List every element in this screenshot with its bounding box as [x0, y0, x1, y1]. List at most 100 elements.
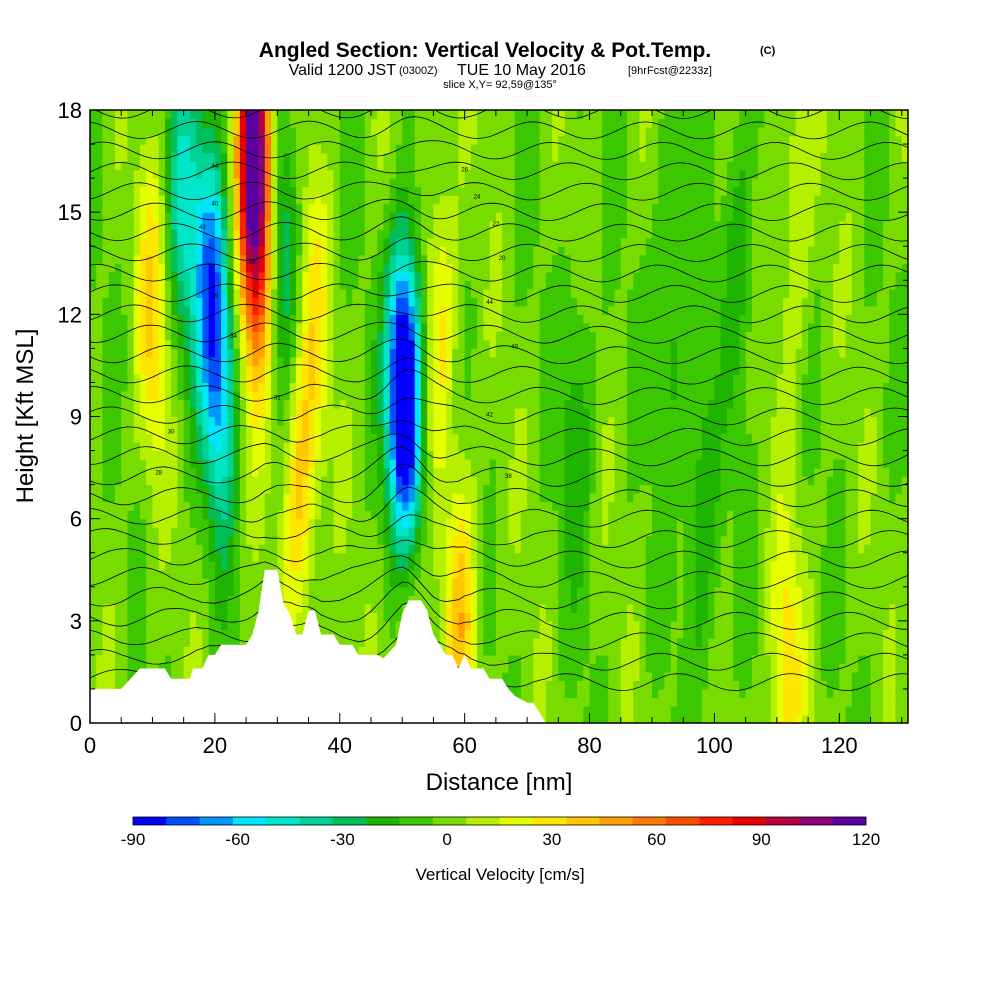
isentrope-line — [90, 463, 908, 508]
isentrope-line — [90, 260, 908, 283]
contour-label: 42 — [199, 225, 206, 231]
colorbar-swatch — [266, 817, 300, 825]
isentrope-line — [90, 303, 908, 324]
isentrope-line — [90, 116, 908, 140]
isentrope-line — [90, 369, 908, 406]
colorbar-swatch — [499, 817, 534, 825]
isentrope-line — [90, 397, 908, 426]
colorbar-tick-label: -60 — [225, 830, 250, 849]
axis-ticks — [89, 109, 908, 724]
contour-label: 38 — [505, 474, 512, 480]
x-tick-label: 20 — [203, 733, 227, 758]
x-axis-label: Distance [nm] — [426, 769, 573, 796]
colorbar-swatch — [532, 817, 567, 825]
isentrope-line — [90, 602, 908, 651]
contour-label: 38 — [249, 259, 256, 265]
colorbar-frame — [132, 816, 867, 826]
isentrope-line — [90, 161, 908, 181]
valid-utc: (0300Z) — [399, 65, 438, 77]
isentrope-line — [90, 433, 908, 467]
terrain-mask — [90, 569, 908, 723]
isentrope-line — [90, 216, 908, 242]
colorbar-swatch — [332, 817, 367, 825]
x-tick-label: 120 — [821, 733, 858, 758]
x-tick-label: 60 — [452, 733, 476, 758]
colorbar-swatch — [799, 817, 833, 825]
y-tick-label: 18 — [58, 98, 82, 123]
colorbar-swatch — [632, 817, 667, 825]
contour-label: 30 — [168, 430, 175, 436]
colorbar-swatch — [732, 817, 767, 825]
x-tick-label: 40 — [328, 733, 352, 758]
isentrope-line — [90, 198, 908, 222]
isentrope-line — [90, 486, 908, 528]
colorbar-swatch — [599, 817, 634, 825]
contour-label: 32 — [274, 395, 281, 401]
contour-label: 22 — [493, 222, 500, 228]
x-tick-label: 80 — [577, 733, 601, 758]
colorbar-tick-label: 120 — [852, 830, 880, 849]
colorbar-tick-label: 30 — [542, 830, 561, 849]
x-tick-label: 0 — [84, 733, 96, 758]
colorbar-tick-label: 0 — [442, 830, 451, 849]
y-tick-label: 0 — [70, 711, 82, 736]
contour-label: 24 — [474, 195, 481, 201]
contour-label: 26 — [461, 167, 468, 173]
isentrope-line — [90, 420, 908, 446]
forecast-info: [9hrFcst@2233z] — [628, 65, 712, 77]
y-tick-label: 6 — [70, 507, 82, 532]
y-tick-label: 12 — [58, 302, 82, 327]
contour-label: 34 — [230, 334, 237, 340]
contour-label: 44 — [212, 164, 219, 170]
valid-prefix: Valid 1200 JST — [289, 62, 397, 79]
colorbar-swatch — [199, 817, 234, 825]
plot-area: 44 40 42 38 36 34 32 30 28 26 24 22 20 44 40 42 38 — [90, 110, 908, 723]
colorbar-tick-label: 90 — [752, 830, 771, 849]
isentrope-line — [90, 514, 908, 549]
colorbar-swatch — [566, 817, 600, 825]
isentrope-line — [90, 321, 908, 344]
colorbar-tick-label: -90 — [121, 830, 146, 849]
contour-label: 40 — [511, 344, 518, 350]
isentrope-line — [90, 555, 908, 589]
colorbar-swatch — [166, 817, 200, 825]
velocity-field — [90, 110, 908, 723]
colorbar-swatch — [766, 817, 800, 825]
colorbar-tick-label: 60 — [647, 830, 666, 849]
isentrope-line — [90, 446, 908, 487]
y-tick-label: 15 — [58, 200, 82, 225]
isentrope-line — [90, 181, 908, 201]
chart-title-suffix: (C) — [760, 45, 776, 57]
chart-title: Angled Section: Vertical Velocity & Pot.… — [259, 39, 711, 62]
colorbar-swatch — [133, 817, 167, 825]
x-tick-label: 100 — [696, 733, 733, 758]
contour-label: 20 — [499, 256, 506, 262]
isentrope-line — [90, 237, 908, 262]
isentrope-line — [90, 357, 908, 385]
contour-label: 42 — [486, 413, 493, 419]
isentrope-line — [90, 539, 908, 569]
isentrope-line — [90, 140, 908, 160]
y-tick-label: 3 — [70, 609, 82, 634]
y-tick-label: 9 — [70, 405, 82, 430]
colorbar-swatch — [666, 817, 700, 825]
slice-info: slice X,Y= 92,59@135° — [443, 79, 557, 91]
contour-label: 28 — [155, 470, 162, 476]
contour-label: 36 — [212, 293, 219, 299]
isentrope-line — [90, 338, 908, 365]
isentrope-line — [90, 581, 908, 630]
contour-label: 44 — [486, 300, 493, 306]
colorbar-swatch — [299, 817, 334, 825]
contour-label: 40 — [212, 201, 219, 207]
colorbar-tick-label: -30 — [330, 830, 355, 849]
colorbar-swatch — [832, 817, 867, 825]
colorbar: -90 -60 -30 0 30 60 90 120 — [121, 816, 880, 849]
valid-date: TUE 10 May 2016 — [457, 62, 586, 79]
isentrope-line — [94, 110, 908, 119]
isentrope-line — [90, 566, 908, 610]
colorbar-swatch — [432, 817, 467, 825]
isentrope-line — [90, 283, 908, 303]
colorbar-swatch — [366, 817, 400, 825]
